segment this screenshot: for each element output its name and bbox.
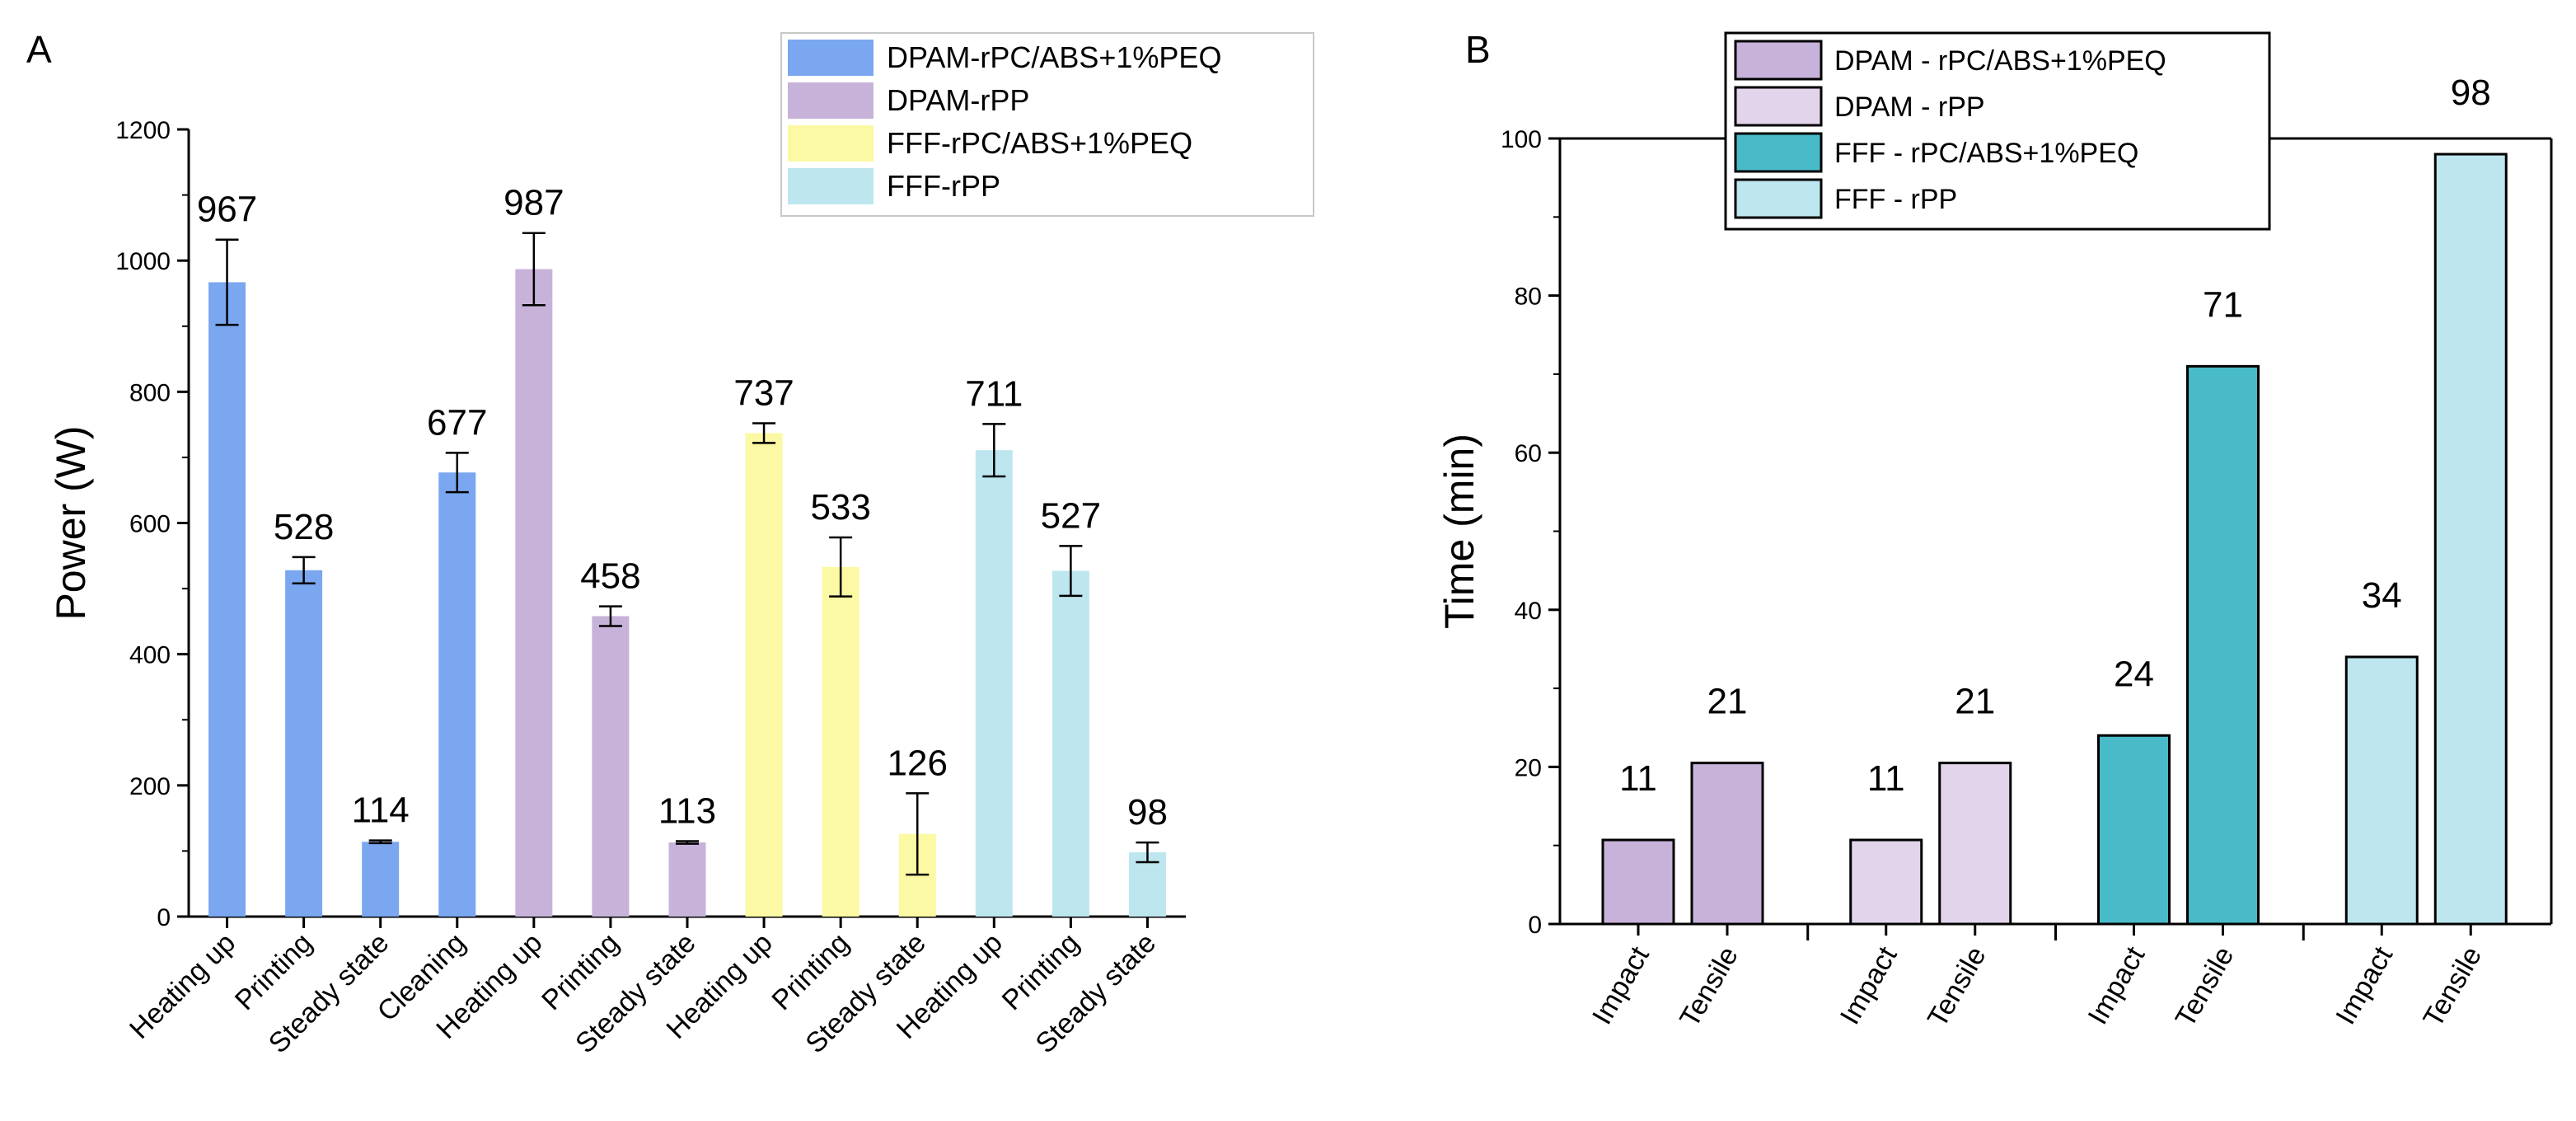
legend-swatch	[788, 40, 873, 76]
x-tick-label: Tensile	[1674, 941, 1745, 1033]
x-tick-label: Tensile	[1922, 941, 1993, 1033]
data-label: 987	[503, 183, 564, 223]
y-tick-label: 200	[129, 773, 171, 800]
legend-label: DPAM - rPC/ABS+1%PEQ	[1834, 45, 2166, 77]
bar	[2344, 655, 2419, 926]
bar	[438, 472, 476, 917]
x-tick-label: Impact	[1586, 941, 1656, 1030]
bar	[745, 433, 783, 917]
y-axis-label: Power (W)	[48, 425, 94, 620]
bar	[1849, 838, 1923, 926]
data-label: 11	[1619, 758, 1657, 799]
data-label: 114	[352, 790, 410, 831]
x-tick-label: Impact	[2082, 941, 2151, 1030]
y-axis-label: Time (min)	[1436, 434, 1482, 629]
legend-label: DPAM-rPP	[887, 83, 1029, 117]
bar	[1938, 762, 2012, 926]
data-label: 113	[658, 790, 716, 831]
x-tick-label: Heating up	[124, 927, 241, 1045]
legend-label: DPAM - rPP	[1834, 91, 1985, 123]
bar	[975, 450, 1013, 917]
data-label: 528	[274, 507, 334, 547]
panel-a-power-chart: 0 200 400 600 800 1000 1200 Power (W) 967 Heating…	[48, 32, 1314, 1059]
y-tick-label: 0	[1528, 912, 1542, 939]
y-tick-label: 40	[1515, 598, 1542, 625]
legend-label: FFF-rPP	[887, 169, 1000, 203]
bar	[668, 842, 706, 917]
legend-swatch	[1734, 86, 1823, 127]
legend-label: DPAM-rPC/ABS+1%PEQ	[887, 40, 1221, 74]
x-tick-label: Tensile	[2417, 941, 2488, 1033]
data-label: 98	[1127, 792, 1168, 833]
y-tick-label: 80	[1515, 284, 1542, 311]
bar	[822, 566, 859, 917]
bar	[1690, 762, 1764, 926]
data-label: 98	[2451, 73, 2491, 113]
bar	[2097, 734, 2171, 926]
bar	[2433, 152, 2508, 926]
data-label: 711	[965, 373, 1023, 414]
bar	[362, 842, 400, 917]
bar	[1051, 570, 1089, 917]
legend-swatch	[1734, 132, 1823, 173]
legend-label: FFF-rPC/ABS+1%PEQ	[887, 126, 1192, 160]
x-tick-label: Impact	[2330, 941, 2399, 1030]
legend-swatch	[788, 168, 873, 204]
data-label: 34	[2362, 575, 2402, 616]
data-label: 677	[427, 402, 487, 443]
legend-swatch	[1734, 178, 1823, 219]
x-tick-label: Impact	[1834, 941, 1904, 1030]
y-tick-label: 1000	[115, 248, 171, 275]
bar	[592, 616, 630, 917]
data-label: 533	[810, 487, 870, 528]
legend-swatch	[788, 82, 873, 119]
data-label: 737	[733, 373, 794, 414]
legend-label: FFF - rPP	[1834, 184, 1957, 215]
data-label: 21	[1955, 682, 1995, 722]
y-tick-label: 600	[129, 511, 171, 538]
legend-swatch	[1734, 40, 1823, 81]
y-tick-label: 800	[129, 379, 171, 406]
panel-letter-b: B	[1465, 28, 1491, 71]
y-tick-label: 20	[1515, 754, 1542, 781]
y-tick-label: 60	[1515, 440, 1542, 467]
data-label: 71	[2203, 284, 2243, 325]
data-label: 11	[1867, 758, 1905, 799]
data-label: 967	[197, 190, 257, 230]
bar	[2186, 364, 2260, 926]
data-label: 21	[1707, 682, 1748, 722]
y-tick-label: 100	[1501, 126, 1542, 153]
bar	[515, 269, 553, 917]
data-label: 24	[2114, 654, 2154, 694]
bar	[285, 570, 323, 917]
data-label: 126	[888, 743, 948, 783]
data-label: 527	[1041, 495, 1101, 536]
x-tick-label: Tensile	[2170, 941, 2241, 1033]
y-tick-label: 400	[129, 642, 171, 669]
bar	[1601, 838, 1675, 926]
panel-b-time-chart: 0 20 40 60 80 100 Time (min) 11 Impact 21 Tensile 1…	[1436, 31, 2553, 1033]
panel-letter-a: A	[26, 28, 52, 71]
y-tick-label: 1200	[115, 117, 171, 144]
bar	[208, 282, 246, 917]
y-tick-label: 0	[157, 904, 171, 931]
legend-swatch	[788, 125, 873, 162]
data-label: 458	[580, 556, 640, 597]
legend-label: FFF - rPC/ABS+1%PEQ	[1834, 138, 2138, 169]
